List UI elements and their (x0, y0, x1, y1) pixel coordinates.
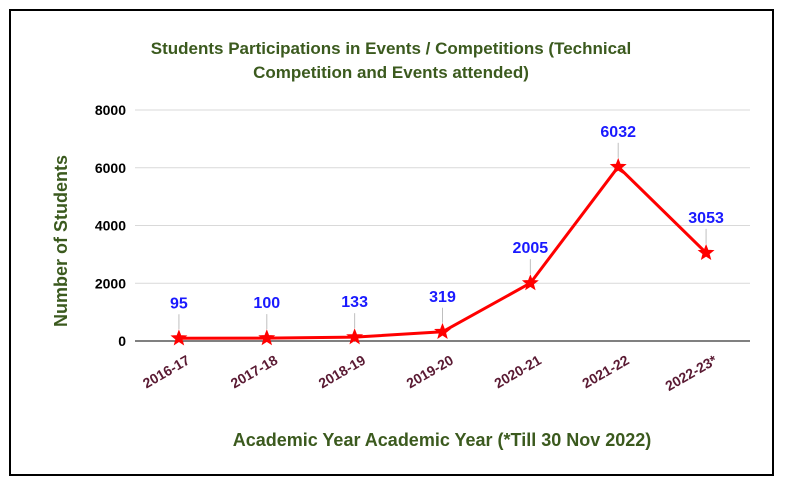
star-marker (258, 329, 276, 346)
data-label: 319 (429, 289, 456, 306)
data-label: 133 (341, 294, 368, 311)
x-tick-label: 2018-19 (316, 352, 369, 392)
data-label: 100 (253, 295, 280, 312)
x-tick-label: 2021-22 (579, 352, 632, 392)
x-axis-ticks: 2016-17 2017-18 2018-19 2019-20 2020-21 2021-… (140, 351, 720, 394)
data-label: 3053 (688, 210, 724, 227)
y-axis-ticks: 0 2000 4000 6000 8000 (95, 102, 126, 349)
y-tick-label: 0 (118, 333, 126, 349)
x-tick-label: 2016-17 (140, 352, 193, 392)
data-label: 95 (170, 295, 188, 312)
star-marker (697, 243, 715, 261)
chart-title-line-1: Students Participations in Events / Comp… (151, 39, 631, 58)
y-tick-label: 4000 (95, 218, 126, 234)
y-tick-label: 8000 (95, 102, 126, 118)
data-labels: 95 100 133 319 2005 6032 3053 (170, 124, 724, 330)
x-tick-label: 2022-23* (662, 351, 720, 394)
gridlines (135, 109, 750, 342)
x-axis-label: Academic Year Academic Year (*Till 30 No… (233, 430, 652, 450)
y-axis-label: Number of Students (51, 155, 71, 327)
star-marker (521, 274, 539, 291)
chart-frame (9, 9, 774, 476)
star-marker (609, 157, 627, 175)
data-label: 6032 (600, 124, 636, 141)
star-marker (434, 322, 451, 339)
y-tick-label: 6000 (95, 160, 126, 176)
star-marker (346, 328, 364, 345)
star-marker (170, 329, 188, 346)
series (170, 157, 715, 346)
x-tick-label: 2017-18 (228, 352, 281, 392)
x-tick-label: 2019-20 (403, 352, 456, 392)
y-tick-label: 2000 (95, 275, 126, 291)
chart-title-line-2: Competition and Events attended) (253, 63, 529, 82)
x-tick-label: 2020-21 (491, 352, 544, 392)
data-label: 2005 (513, 240, 549, 257)
